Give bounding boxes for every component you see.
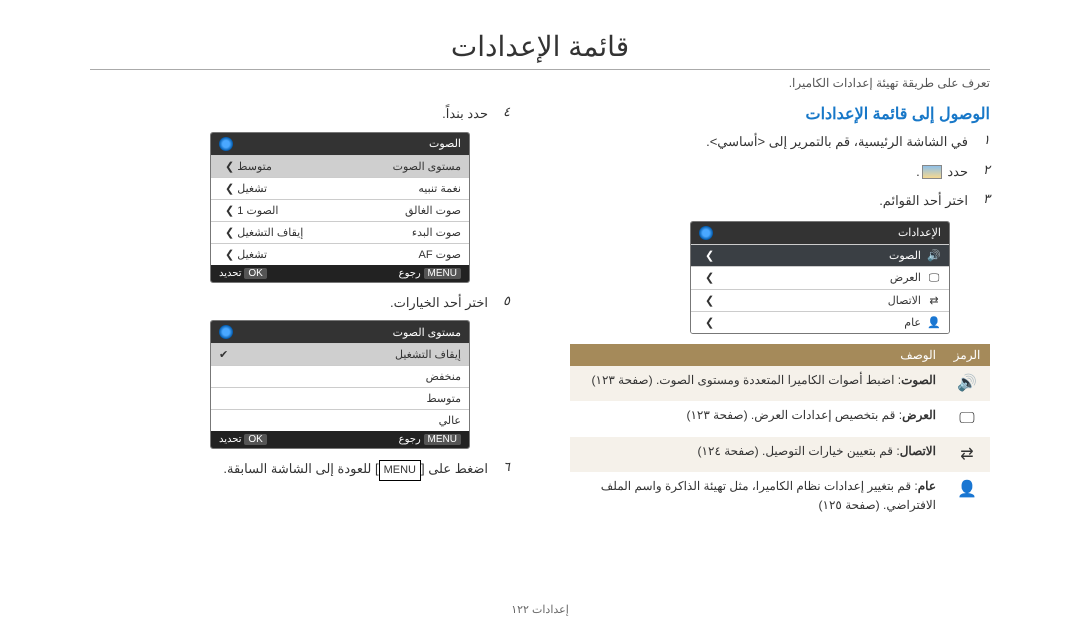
gear-icon: [219, 137, 233, 151]
settings-row-display[interactable]: 🖵العرض ❯: [691, 266, 949, 289]
menu-button[interactable]: MENU: [424, 434, 461, 445]
gear-icon: [699, 226, 713, 240]
volume-low[interactable]: منخفض: [211, 365, 469, 387]
page-title: قائمة الإعدادات: [90, 30, 990, 70]
menu-button[interactable]: MENU: [424, 268, 461, 279]
volume-panel-title: مستوى الصوت: [393, 326, 461, 339]
menu-key: MENU: [379, 460, 421, 481]
sound-row-shutter[interactable]: صوت الغالق الصوت 1 ❯: [211, 199, 469, 221]
connection-icon: ⇄: [944, 437, 990, 473]
chevron-left-icon: ❯: [699, 316, 714, 329]
volume-off[interactable]: إيقاف التشغيل ✔: [211, 343, 469, 365]
ok-button[interactable]: OK: [244, 434, 266, 445]
chevron-left-icon: ❯: [699, 294, 714, 307]
tagline: تعرف على طريقة تهيئة إعدادات الكاميرا.: [90, 76, 990, 90]
display-icon: 🖵: [944, 401, 990, 437]
step-1: ١ في الشاشة الرئيسية، قم بالتمرير إلى <أ…: [570, 132, 990, 152]
settings-row-sound[interactable]: 🔊الصوت ❯: [691, 244, 949, 266]
landscape-icon: [922, 165, 942, 179]
step-6: ٦ اضغط على [MENU] للعودة إلى الشاشة السا…: [90, 459, 510, 481]
settings-row-general[interactable]: 👤عام ❯: [691, 311, 949, 333]
sound-row-start[interactable]: صوت البدء إيقاف التشغيل ❯: [211, 221, 469, 243]
legend-table: الرمز الوصف 🔊 الصوت: اضبط أصوات الكاميرا…: [570, 344, 990, 521]
settings-panel-title: الإعدادات: [898, 226, 941, 239]
step-4: ٤ حدد بنداً.: [90, 104, 510, 124]
page-footer: إعدادات ١٢٢: [0, 603, 1080, 616]
step-5: ٥ اختر أحد الخيارات.: [90, 293, 510, 313]
volume-high[interactable]: عالي: [211, 409, 469, 431]
settings-panel: الإعدادات 🔊الصوت ❯ 🖵العرض ❯ ⇄الاتصال ❯ 👤…: [690, 221, 950, 334]
volume-panel: مستوى الصوت إيقاف التشغيل ✔ منخفض متوسط …: [210, 320, 470, 449]
volume-medium[interactable]: متوسط: [211, 387, 469, 409]
gear-icon: [219, 325, 233, 339]
ok-button[interactable]: OK: [244, 268, 266, 279]
sound-panel-title: الصوت: [429, 137, 461, 150]
general-icon: 👤: [944, 472, 990, 520]
section-heading: الوصول إلى قائمة الإعدادات: [570, 104, 990, 124]
sound-panel: الصوت مستوى الصوت متوسط ❯ نغمة تنبيه تشغ…: [210, 132, 470, 283]
sound-row-volume[interactable]: مستوى الصوت متوسط ❯: [211, 155, 469, 177]
chevron-left-icon: ❯: [699, 271, 714, 284]
sound-row-af[interactable]: صوت AF تشغيل ❯: [211, 243, 469, 265]
step-3: ٣ اختر أحد القوائم.: [570, 191, 990, 211]
chevron-left-icon: ❯: [699, 249, 714, 262]
settings-row-connection[interactable]: ⇄الاتصال ❯: [691, 289, 949, 311]
check-icon: ✔: [219, 348, 228, 361]
sound-icon: 🔊: [944, 366, 990, 402]
sound-row-beep[interactable]: نغمة تنبيه تشغيل ❯: [211, 177, 469, 199]
step-2: ٢ حدد .: [570, 162, 990, 182]
